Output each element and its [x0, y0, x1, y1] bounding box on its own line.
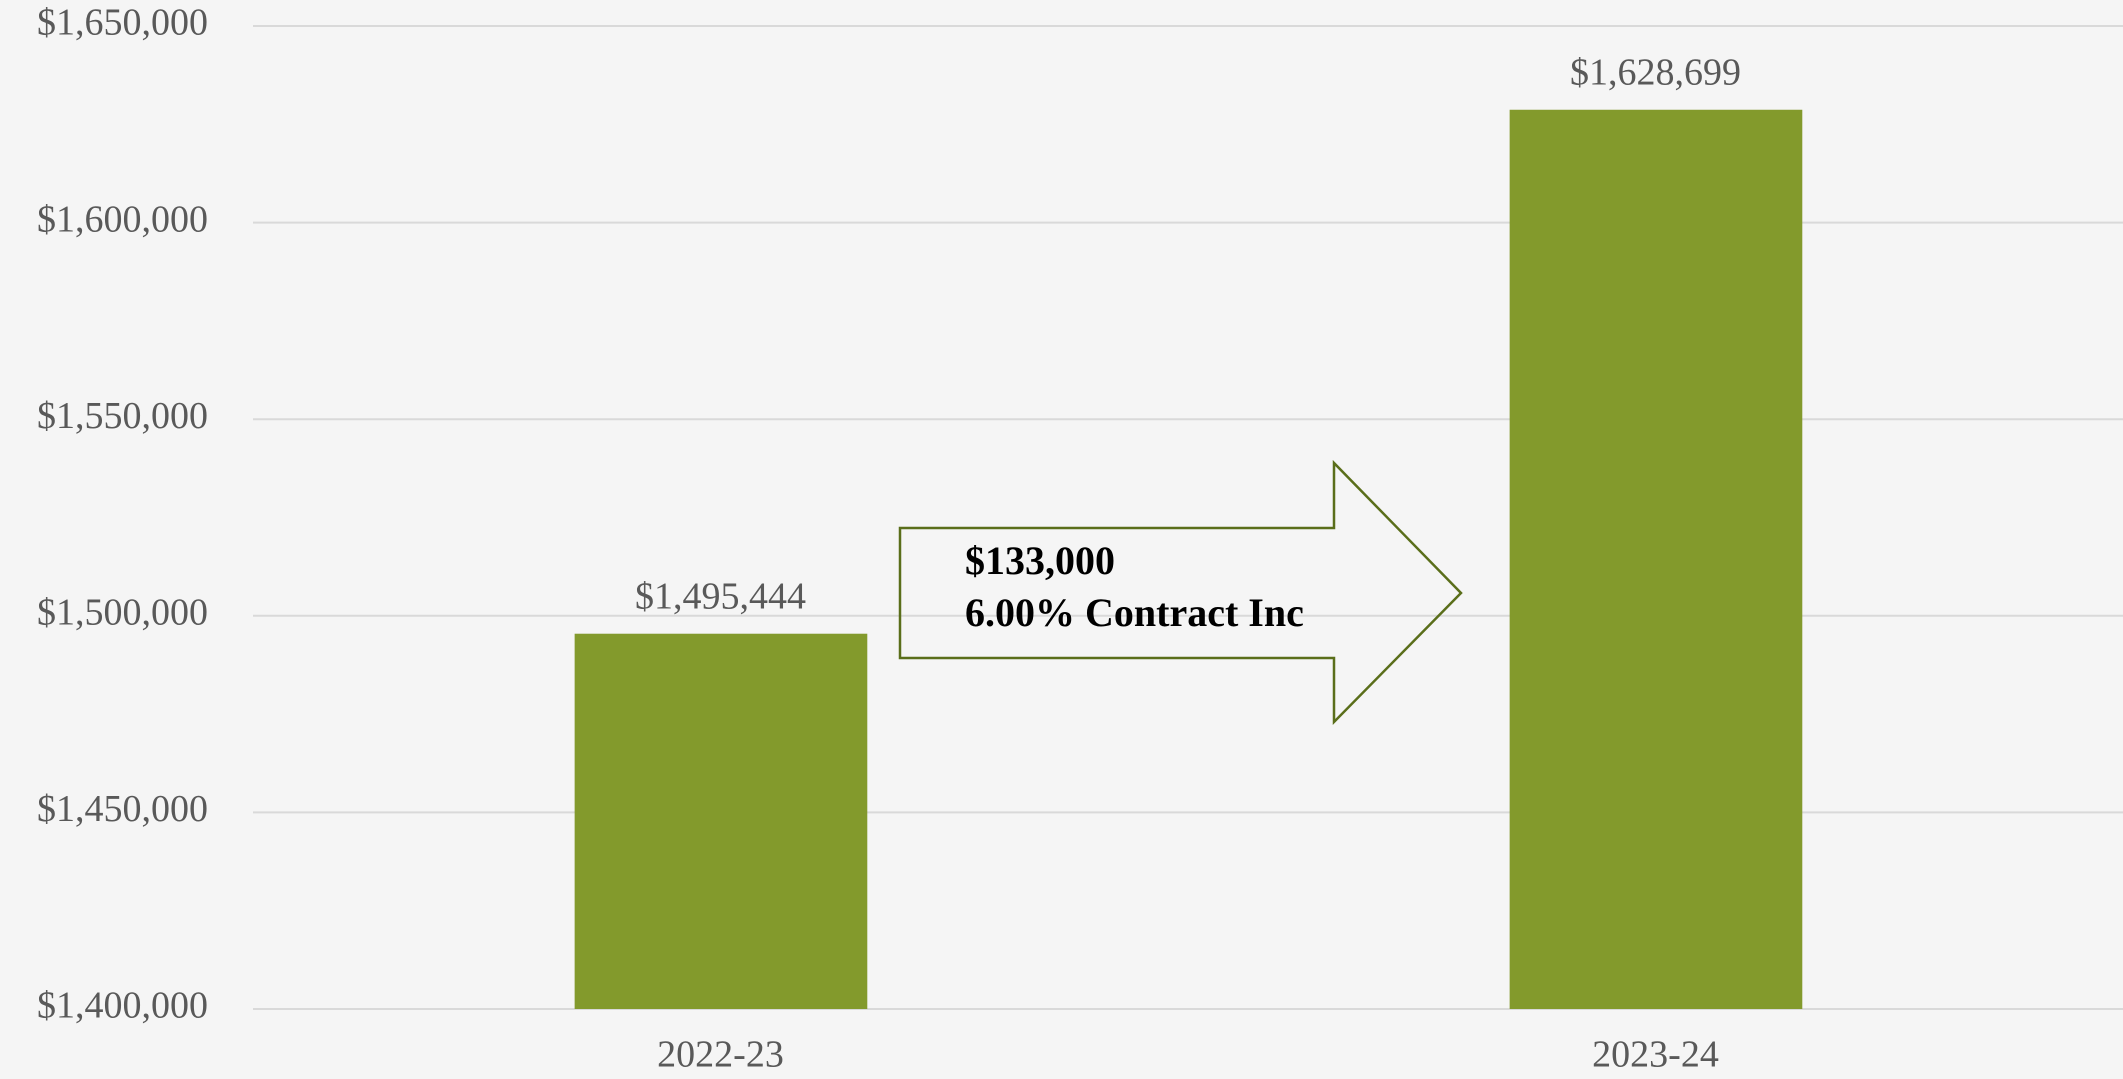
increase-arrow — [898, 459, 1463, 726]
data-label: $1,495,444 — [635, 575, 806, 617]
x-tick-label: 2022-23 — [657, 1034, 784, 1076]
y-tick-label: $1,400,000 — [37, 985, 208, 1027]
x-tick-label: 2023-24 — [1592, 1034, 1719, 1076]
bar — [1509, 109, 1803, 1009]
y-tick-label: $1,650,000 — [37, 2, 208, 44]
annotation: $133,000 — [965, 538, 1115, 583]
y-tick-label: $1,600,000 — [37, 198, 208, 240]
data-label: $1,628,699 — [1570, 51, 1741, 93]
y-tick-label: $1,500,000 — [37, 592, 208, 634]
annotation: 6.00% Contract Inc — [965, 590, 1304, 635]
y-tick-label: $1,550,000 — [37, 395, 208, 437]
y-tick-label: $1,450,000 — [37, 788, 208, 830]
bar — [574, 633, 868, 1009]
